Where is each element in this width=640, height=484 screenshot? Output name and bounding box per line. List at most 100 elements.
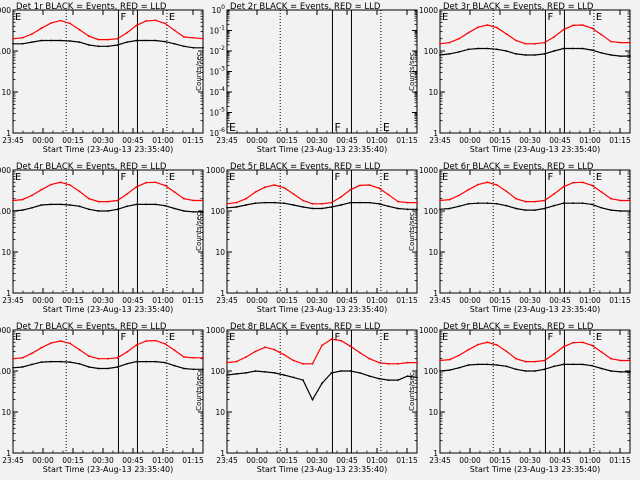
series-events-point	[543, 207, 546, 210]
series-lld-point	[126, 31, 128, 34]
y-axis-label: Counts/sec	[408, 212, 416, 251]
series-events-point	[477, 47, 479, 50]
panel-title: Det 4r BLACK = Events, RED = LLD	[16, 162, 167, 172]
series-events-point	[107, 210, 109, 212]
series-lld-point	[515, 357, 517, 360]
x-tick-label: 00:45	[336, 296, 358, 305]
series-lld-point	[524, 42, 527, 45]
series-lld-point	[21, 36, 24, 39]
series-events-point	[467, 202, 470, 205]
x-tick-label: 01:00	[366, 456, 388, 465]
y-tick-label: 100	[424, 207, 439, 216]
x-tick-label: 00:45	[549, 296, 571, 305]
series-lld-point	[534, 360, 536, 363]
series-events-point	[534, 370, 536, 372]
series-lld-point	[292, 359, 295, 362]
series-lld-point	[387, 193, 390, 196]
series-events-point	[321, 382, 323, 385]
series-events-point	[448, 369, 451, 371]
x-tick-label: 23:45	[216, 296, 238, 305]
series-lld-point	[600, 191, 603, 193]
flag-letter: E	[169, 332, 175, 343]
series-events-point	[581, 363, 584, 366]
series-lld-point	[21, 198, 24, 201]
flag-letter: E	[169, 172, 175, 183]
series-events-point	[349, 370, 352, 372]
series-events-point	[543, 368, 546, 371]
series-lld-point	[619, 41, 622, 44]
series-events-point	[145, 203, 147, 206]
series-lld-point	[107, 38, 109, 41]
x-tick-label: 00:45	[336, 136, 358, 145]
panel-det-4: Det 4r BLACK = Events, RED = LLD 1 10 100 10…	[0, 162, 204, 314]
x-tick-label: 01:00	[579, 136, 601, 145]
series-lld-point	[321, 202, 323, 205]
x-tick-label: 00:45	[122, 456, 144, 465]
series-lld-point	[254, 350, 257, 353]
series-lld-point	[629, 41, 631, 44]
series-lld-point	[600, 33, 603, 36]
plot-frame	[12, 9, 204, 134]
series-lld-point	[467, 188, 470, 191]
panel-det-9: Det 9r BLACK = Events, RED = LLD 1 10 100 10…	[408, 322, 631, 474]
x-tick-label: 00:30	[306, 456, 328, 465]
series-lld-point	[135, 344, 138, 346]
series-lld-point	[78, 28, 81, 31]
series-events-point	[610, 209, 612, 212]
series-events-point	[534, 209, 536, 212]
series-lld-point	[154, 19, 157, 22]
y-tick-label: 1000	[419, 6, 438, 15]
series-events-point	[192, 368, 195, 371]
series-lld-point	[340, 196, 342, 198]
series-events-point	[448, 53, 451, 55]
panel-det-3: Det 3r BLACK = Events, RED = LLD 1 10 100 10…	[408, 2, 631, 154]
series-events-point	[235, 206, 238, 208]
series-events-point	[562, 363, 565, 366]
flag-letter: E	[15, 332, 21, 343]
series-events-point	[629, 371, 631, 373]
series-events-point	[515, 53, 517, 55]
series-events-point	[553, 365, 555, 368]
series-lld-point	[311, 362, 314, 365]
flag-letter: E	[229, 332, 235, 343]
series-lld-point	[69, 342, 71, 345]
series-events-point	[524, 370, 527, 372]
series-lld-point	[78, 190, 81, 193]
series-lld-point	[154, 181, 157, 184]
series-lld-point	[192, 199, 195, 202]
series-events-point	[330, 372, 333, 374]
series-events-point	[283, 202, 285, 205]
x-tick-label: 00:30	[306, 296, 328, 305]
flag-letter: E	[383, 121, 390, 134]
x-tick-label: 00:15	[489, 136, 511, 145]
x-tick-label: 01:00	[579, 296, 601, 305]
series-lld-point	[572, 24, 574, 27]
series-lld-point	[12, 357, 14, 360]
series-events-point	[619, 210, 622, 212]
x-axis-label: Start Time (23-Aug-13 23:35:40)	[257, 305, 388, 314]
y-tick-label: 100	[0, 207, 11, 216]
series-events-point	[116, 208, 119, 211]
series-lld-point	[397, 200, 399, 203]
series-lld-point	[467, 31, 470, 34]
series-events-point	[406, 208, 409, 211]
x-tick-label: 00:00	[32, 136, 54, 145]
series-events-point	[486, 202, 489, 205]
series-events-point	[600, 367, 603, 370]
y-tick-label: 1	[6, 289, 11, 298]
y-tick-label: 1	[433, 129, 438, 138]
series-lld-point	[562, 185, 565, 188]
series-lld-point	[154, 339, 157, 342]
series-events-point	[387, 379, 390, 381]
series-events-point	[40, 361, 43, 363]
y-tick-label: 100	[211, 367, 226, 376]
series-events-point	[183, 45, 185, 48]
x-tick-label: 00:00	[246, 296, 268, 305]
panel-title: Det 6r BLACK = Events, RED = LLD	[443, 162, 594, 172]
series-lld-point	[264, 346, 266, 349]
series-events-point	[173, 42, 176, 45]
y-tick-label: 100	[424, 367, 439, 376]
series-events-point	[378, 377, 380, 380]
series-events-point	[458, 205, 460, 208]
series-events-point	[553, 50, 555, 52]
